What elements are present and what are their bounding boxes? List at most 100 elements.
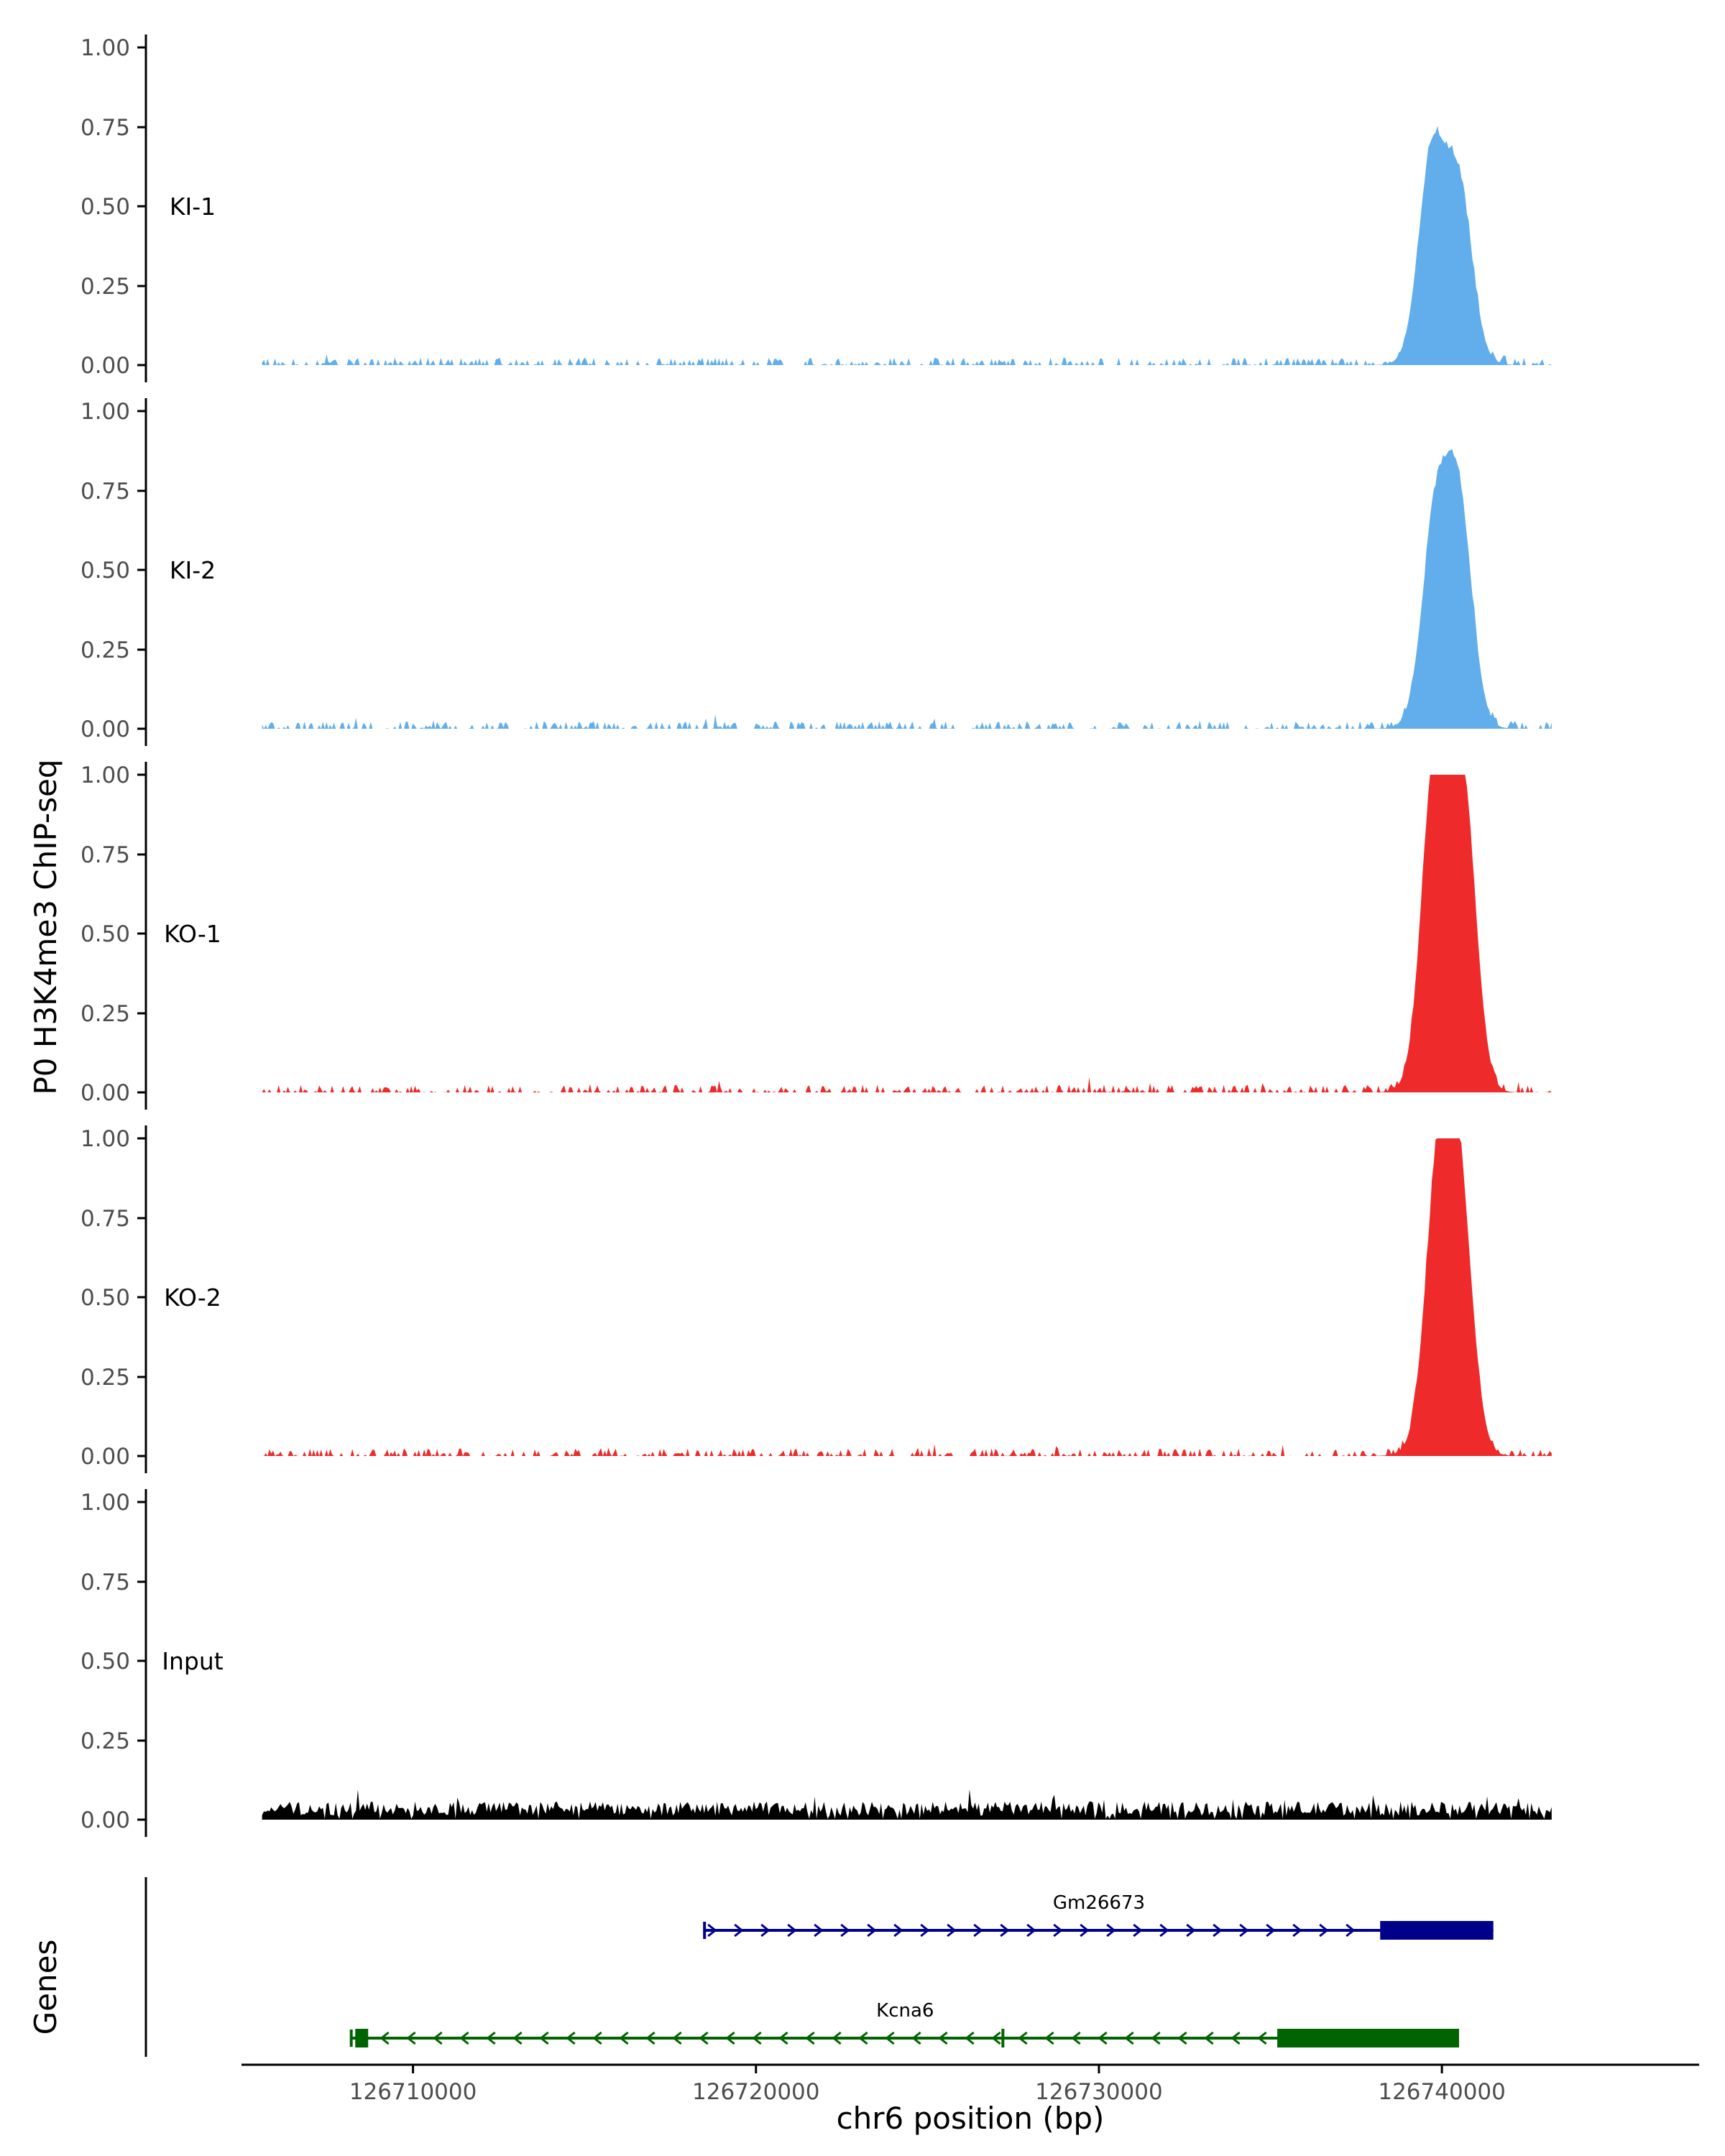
strand-arrow (1098, 2031, 1108, 2045)
y-tick-label: 0.25 (80, 637, 130, 663)
signal-area (262, 449, 1552, 729)
strand-arrow (1230, 2031, 1241, 2045)
strand-arrow (1000, 1923, 1010, 1938)
gene-gm26673: Gm26673 (703, 1892, 1494, 1940)
strand-arrow (619, 2031, 629, 2045)
x-tick-label: 126710000 (349, 2079, 477, 2105)
y-tick-label: 0.75 (80, 842, 130, 868)
strand-arrow (734, 1923, 744, 1938)
y-tick-label: 1.00 (80, 35, 130, 61)
gene-exon (355, 2029, 369, 2047)
strand-arrow (707, 1923, 717, 1938)
y-tick-label: 0.75 (80, 479, 130, 505)
gene-exon (1380, 1921, 1494, 1940)
strand-arrow (778, 2031, 788, 2045)
gene-name-label: Gm26673 (1053, 1892, 1145, 1914)
y-axis-title: P0 H3K4me3 ChIP-seq (28, 759, 63, 1095)
track-label: KO-1 (164, 920, 221, 948)
strand-arrow (787, 1923, 797, 1938)
strand-arrow (1319, 1923, 1329, 1938)
strand-arrow (858, 2031, 868, 2045)
x-tick-label: 126720000 (692, 2079, 820, 2105)
genes-layer: Gm26673 Kcna6 (144, 1877, 1494, 2057)
strand-arrow (512, 2031, 523, 2045)
y-tick-label: 0.25 (80, 1728, 130, 1754)
strand-arrow (1018, 2031, 1028, 2045)
strand-arrow (1159, 1923, 1169, 1938)
tracks-layer: 0.00 0.25 0.50 0.75 1.00 KI-1 0.00 0.25 0.50 0.75… (80, 34, 1552, 1837)
strand-arrow (566, 2031, 576, 2045)
strand-arrow (1053, 1923, 1063, 1938)
strand-arrow (1044, 2031, 1054, 2045)
y-tick-label: 0.50 (80, 1649, 130, 1674)
x-axis: 126710000 126720000 126730000 126740000 (242, 2063, 1699, 2105)
strand-arrow (814, 1923, 824, 1938)
strand-arrow (1257, 2031, 1267, 2045)
strand-arrow (920, 1923, 930, 1938)
y-tick-label: 0.00 (80, 1807, 130, 1833)
strand-arrow (911, 2031, 921, 2045)
strand-arrow (752, 2031, 762, 2045)
y-tick-label: 0.75 (80, 1570, 130, 1595)
strand-arrow (459, 2031, 469, 2045)
strand-arrow (1239, 1923, 1249, 1938)
track-label: KI-2 (170, 556, 216, 584)
strand-arrow (1346, 1923, 1356, 1938)
strand-arrow (592, 2031, 602, 2045)
track-label: KO-2 (164, 1284, 221, 1312)
strand-arrow (832, 2031, 842, 2045)
signal-area (262, 126, 1552, 365)
strand-arrow (672, 2031, 682, 2045)
y-tick-label: 0.00 (80, 353, 130, 379)
y-tick-label: 0.50 (80, 921, 130, 947)
strand-arrow (1177, 2031, 1187, 2045)
y-tick-label: 0.50 (80, 1285, 130, 1311)
strand-arrow (1213, 1923, 1223, 1938)
strand-arrow (380, 2031, 390, 2045)
strand-arrow (965, 2031, 975, 2045)
x-tick-label: 126730000 (1035, 2079, 1163, 2105)
y-tick-label: 0.25 (80, 274, 130, 300)
strand-arrow (947, 1923, 957, 1938)
gene-name-label: Kcna6 (876, 2000, 934, 2022)
strand-arrow (760, 1923, 770, 1938)
strand-arrow (938, 2031, 948, 2045)
strand-arrow (1266, 1923, 1276, 1938)
strand-arrow (1151, 2031, 1161, 2045)
signal-area (262, 1138, 1552, 1456)
gene-exon (1277, 2029, 1459, 2047)
strand-arrow (1186, 1923, 1196, 1938)
strand-arrow (645, 2031, 656, 2045)
strand-arrow (885, 2031, 895, 2045)
y-tick-label: 0.00 (80, 1444, 130, 1470)
strand-arrow (1026, 1923, 1036, 1938)
y-tick-label: 0.75 (80, 1206, 130, 1232)
track-ki-1: 0.00 0.25 0.50 0.75 1.00 KI-1 (80, 34, 1552, 382)
signal-area (262, 1789, 1552, 1820)
strand-arrow (1204, 2031, 1214, 2045)
y-tick-label: 1.00 (80, 1126, 130, 1152)
y-tick-label: 0.25 (80, 1365, 130, 1391)
strand-arrow (1106, 1923, 1116, 1938)
y-tick-label: 1.00 (80, 399, 130, 425)
y-tick-label: 0.00 (80, 717, 130, 742)
y-tick-label: 0.00 (80, 1080, 130, 1106)
strand-arrow (725, 2031, 735, 2045)
strand-arrow (991, 2031, 1001, 2045)
y-tick-label: 0.25 (80, 1001, 130, 1027)
track-ko-2: 0.00 0.25 0.50 0.75 1.00 KO-2 (80, 1125, 1552, 1473)
y-tick-label: 0.50 (80, 194, 130, 220)
track-input: 0.00 0.25 0.50 0.75 1.00 Input (80, 1489, 1552, 1837)
strand-arrow (1133, 1923, 1143, 1938)
y-tick-label: 1.00 (80, 1490, 130, 1516)
strand-arrow (1071, 2031, 1081, 2045)
strand-arrow (406, 2031, 416, 2045)
y-tick-label: 0.50 (80, 558, 130, 584)
gene-kcna6: Kcna6 (349, 2000, 1459, 2047)
strand-arrow (1080, 1923, 1090, 1938)
y-tick-label: 0.75 (80, 115, 130, 141)
track-ki-2: 0.00 0.25 0.50 0.75 1.00 KI-2 (80, 398, 1552, 746)
y-tick-label: 1.00 (80, 763, 130, 788)
strand-arrow (867, 1923, 877, 1938)
